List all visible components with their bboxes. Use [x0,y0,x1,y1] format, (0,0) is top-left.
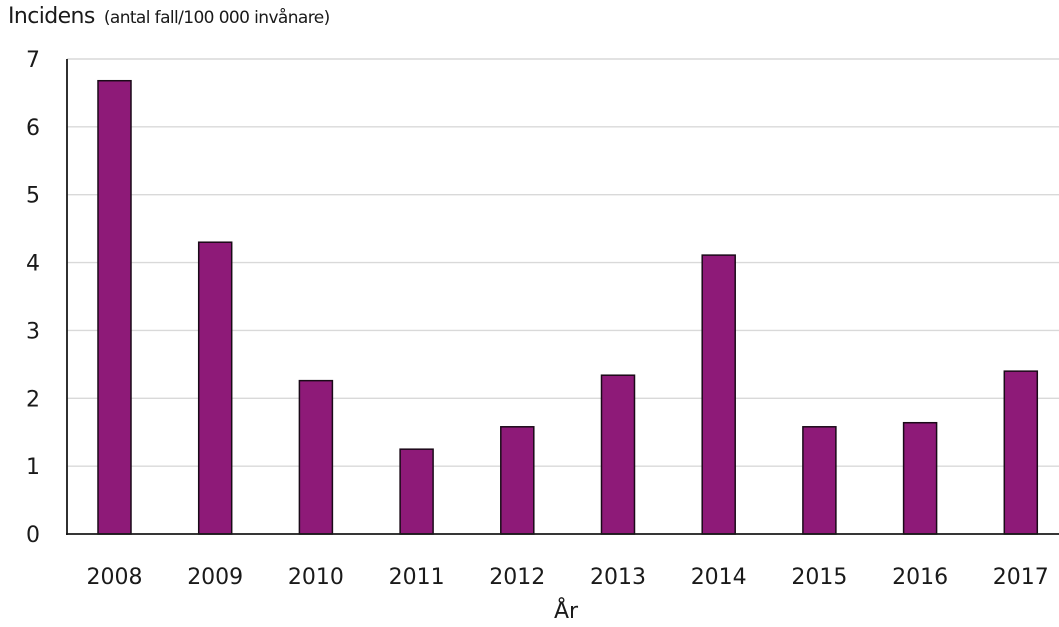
axes [66,59,1059,535]
y-tick-label: 2 [26,387,40,412]
bar-2017 [1003,370,1039,535]
x-tick-label: 2008 [87,565,143,590]
bar-2008 [97,79,132,535]
x-axis-label: År [554,597,579,623]
bar-2010 [298,379,334,535]
y-tick-label: 7 [26,48,40,73]
y-tick-label: 5 [26,184,40,209]
x-tick-label: 2010 [288,565,344,590]
x-tick-label: 2016 [892,565,948,590]
bar-2016 [902,421,938,535]
x-tick-label: 2013 [590,565,646,590]
bar-2012 [500,426,535,535]
y-tick-label: 0 [26,523,40,548]
x-tick-label: 2011 [389,565,445,590]
y-axis-title: Incidens (antal fall/100 000 invånare) [8,4,330,29]
bars [97,79,1039,535]
y-tick-label: 1 [26,455,40,480]
y-tick-label: 6 [26,116,40,141]
bar-2014 [701,254,736,535]
y-axis-unit: (antal fall/100 000 invånare) [103,8,330,28]
tick-labels: 0 1 2 3 4 5 6 7 2008 2009 2010 2011 2012 2013 2014 2015… [26,48,1049,590]
x-tick-label: 2012 [489,565,545,590]
x-tick-label: 2009 [187,565,243,590]
y-axis-label: Incidens [8,4,95,29]
bar-2015 [802,426,837,535]
y-tick-label: 3 [26,319,40,344]
y-tick-label: 4 [26,252,40,277]
bar-2009 [197,241,233,535]
bar-2013 [600,374,636,535]
bar-2011 [399,448,434,535]
x-tick-label: 2017 [993,565,1049,590]
x-tick-label: 2015 [791,565,847,590]
x-tick-label: 2014 [691,565,747,590]
